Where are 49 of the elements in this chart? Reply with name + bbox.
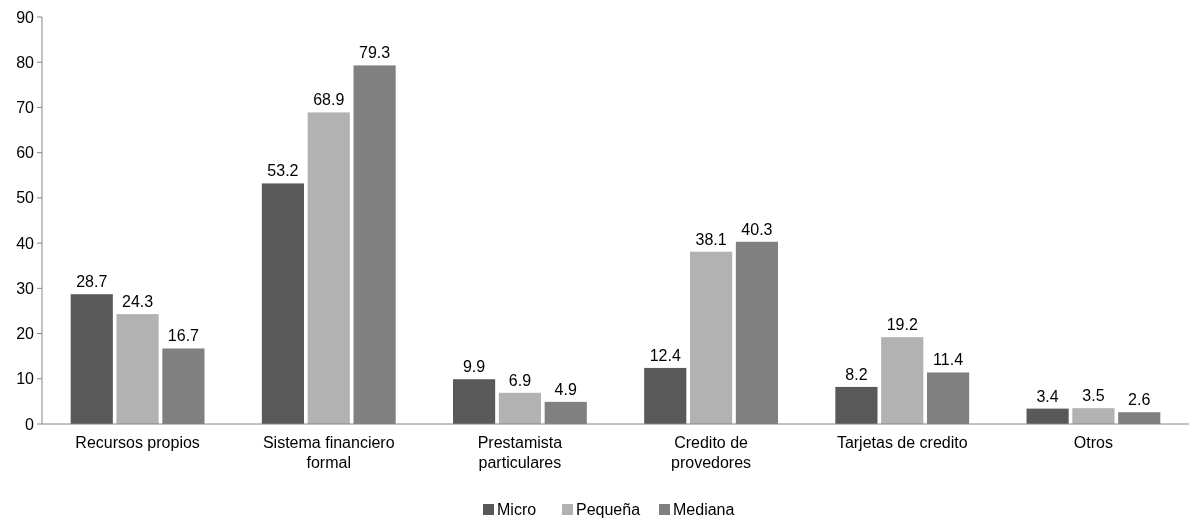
y-tick-label: 30 <box>16 279 35 297</box>
data-label: 8.2 <box>845 365 868 383</box>
bar <box>261 183 304 424</box>
bar <box>307 112 350 424</box>
bar <box>70 294 113 424</box>
data-label: 68.9 <box>313 91 345 109</box>
data-label: 12.4 <box>649 346 681 364</box>
data-label: 11.4 <box>933 351 964 369</box>
legend-label: Pequeña <box>576 501 641 518</box>
bar <box>644 367 687 424</box>
y-tick-label: 10 <box>16 370 35 388</box>
data-label: 6.9 <box>508 371 532 389</box>
y-tick-label: 40 <box>16 234 35 252</box>
data-label: 2.6 <box>1128 391 1151 409</box>
data-label: 3.4 <box>1036 387 1059 405</box>
data-label: 4.9 <box>554 380 577 398</box>
data-label: 16.7 <box>167 327 200 345</box>
bar <box>116 314 159 424</box>
y-tick-label: 60 <box>16 144 35 162</box>
bar <box>1026 408 1069 424</box>
x-tick-label: Tarjetas de credito <box>836 434 968 451</box>
y-tick-label: 80 <box>16 53 35 71</box>
data-label: 40.3 <box>741 220 773 238</box>
bar <box>881 337 924 424</box>
bar <box>498 392 541 424</box>
x-tick-label: Prestamista particulares <box>477 434 563 471</box>
x-tick-label: Recursos propios <box>75 434 200 451</box>
data-label: 53.2 <box>267 162 299 180</box>
legend-label: Mediana <box>673 501 735 518</box>
x-tick-label: Otros <box>1073 434 1113 451</box>
data-label: 79.3 <box>359 44 391 62</box>
data-label: 38.1 <box>695 230 727 248</box>
y-tick-label: 90 <box>16 8 35 26</box>
y-tick-label: 20 <box>16 325 35 343</box>
bar <box>690 251 733 424</box>
bar <box>453 379 496 424</box>
y-tick-label: 70 <box>16 99 35 117</box>
data-label: 24.3 <box>122 293 154 311</box>
x-tick-label: Sistema financiero formal <box>262 434 395 471</box>
data-label: 3.5 <box>1082 387 1105 405</box>
data-label: 19.2 <box>886 316 918 334</box>
bar <box>835 386 878 424</box>
data-label: 28.7 <box>76 273 108 291</box>
x-tick-label: Credito de provedores <box>671 434 752 471</box>
y-tick-label: 50 <box>16 189 35 207</box>
data-label: 9.9 <box>462 358 486 376</box>
y-tick-label: 0 <box>25 415 35 433</box>
legend-label: Micro <box>497 501 537 518</box>
bar <box>1072 408 1115 424</box>
